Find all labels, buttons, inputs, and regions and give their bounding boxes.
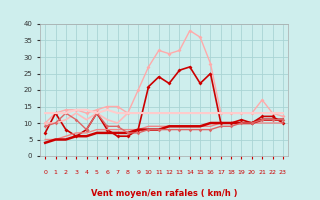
X-axis label: Vent moyen/en rafales ( km/h ): Vent moyen/en rafales ( km/h ) — [91, 189, 237, 198]
